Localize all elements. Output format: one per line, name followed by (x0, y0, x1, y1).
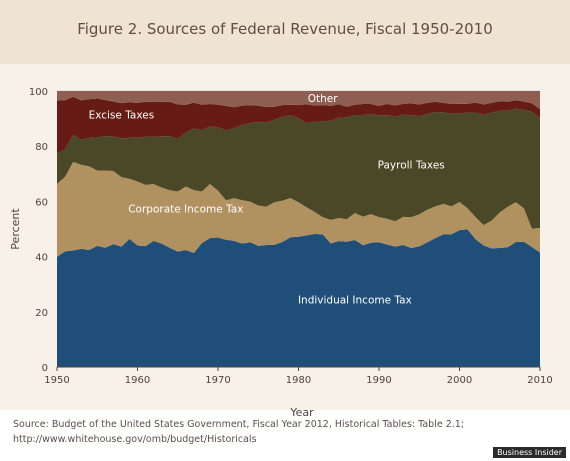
watermark-badge: Business Insider (493, 447, 566, 458)
x-tick-label: 2010 (527, 375, 552, 386)
area-other (57, 91, 540, 109)
area-labels: Individual Income Tax Corporate Income Ta… (89, 93, 445, 306)
y-tick-label: 100 (29, 87, 48, 98)
x-tick-label: 2000 (447, 375, 472, 386)
x-tick-label: 1990 (366, 375, 391, 386)
source-note: Source: Budget of the United States Gove… (13, 417, 563, 447)
axes: 1950 1960 1970 1980 1990 2000 2010 0 20 40 60 80 100 (29, 87, 553, 386)
area-excise (57, 96, 540, 154)
area-label: Payroll Taxes (378, 159, 445, 171)
x-axis-title: Year (289, 406, 314, 419)
y-tick-label: 80 (35, 142, 48, 153)
y-tick-label: 60 (35, 197, 48, 208)
area-label: Excise Taxes (89, 110, 155, 122)
areas (57, 91, 540, 367)
area-payroll (57, 108, 540, 229)
y-tick-label: 40 (35, 253, 48, 264)
y-axis-title: Percent (9, 208, 22, 250)
source-line-1: Source: Budget of the United States Gove… (13, 419, 465, 430)
area-individual (57, 229, 540, 367)
x-tick-label: 1950 (44, 375, 69, 386)
x-tick-label: 1970 (205, 375, 230, 386)
x-tick-label: 1980 (286, 375, 311, 386)
area-label: Individual Income Tax (298, 295, 412, 307)
chart-title: Figure 2. Sources of Federal Revenue, Fi… (77, 20, 493, 38)
area-label: Other (308, 93, 338, 105)
x-tick-label: 1960 (125, 375, 150, 386)
y-tick-label: 20 (35, 308, 48, 319)
y-tick-label: 0 (42, 363, 48, 374)
area-corporate (57, 161, 540, 257)
source-url: http://www.whitehouse.gov/omb/budget/His… (13, 434, 257, 445)
area-label: Corporate Income Tax (128, 203, 243, 215)
figure-header (0, 0, 570, 64)
